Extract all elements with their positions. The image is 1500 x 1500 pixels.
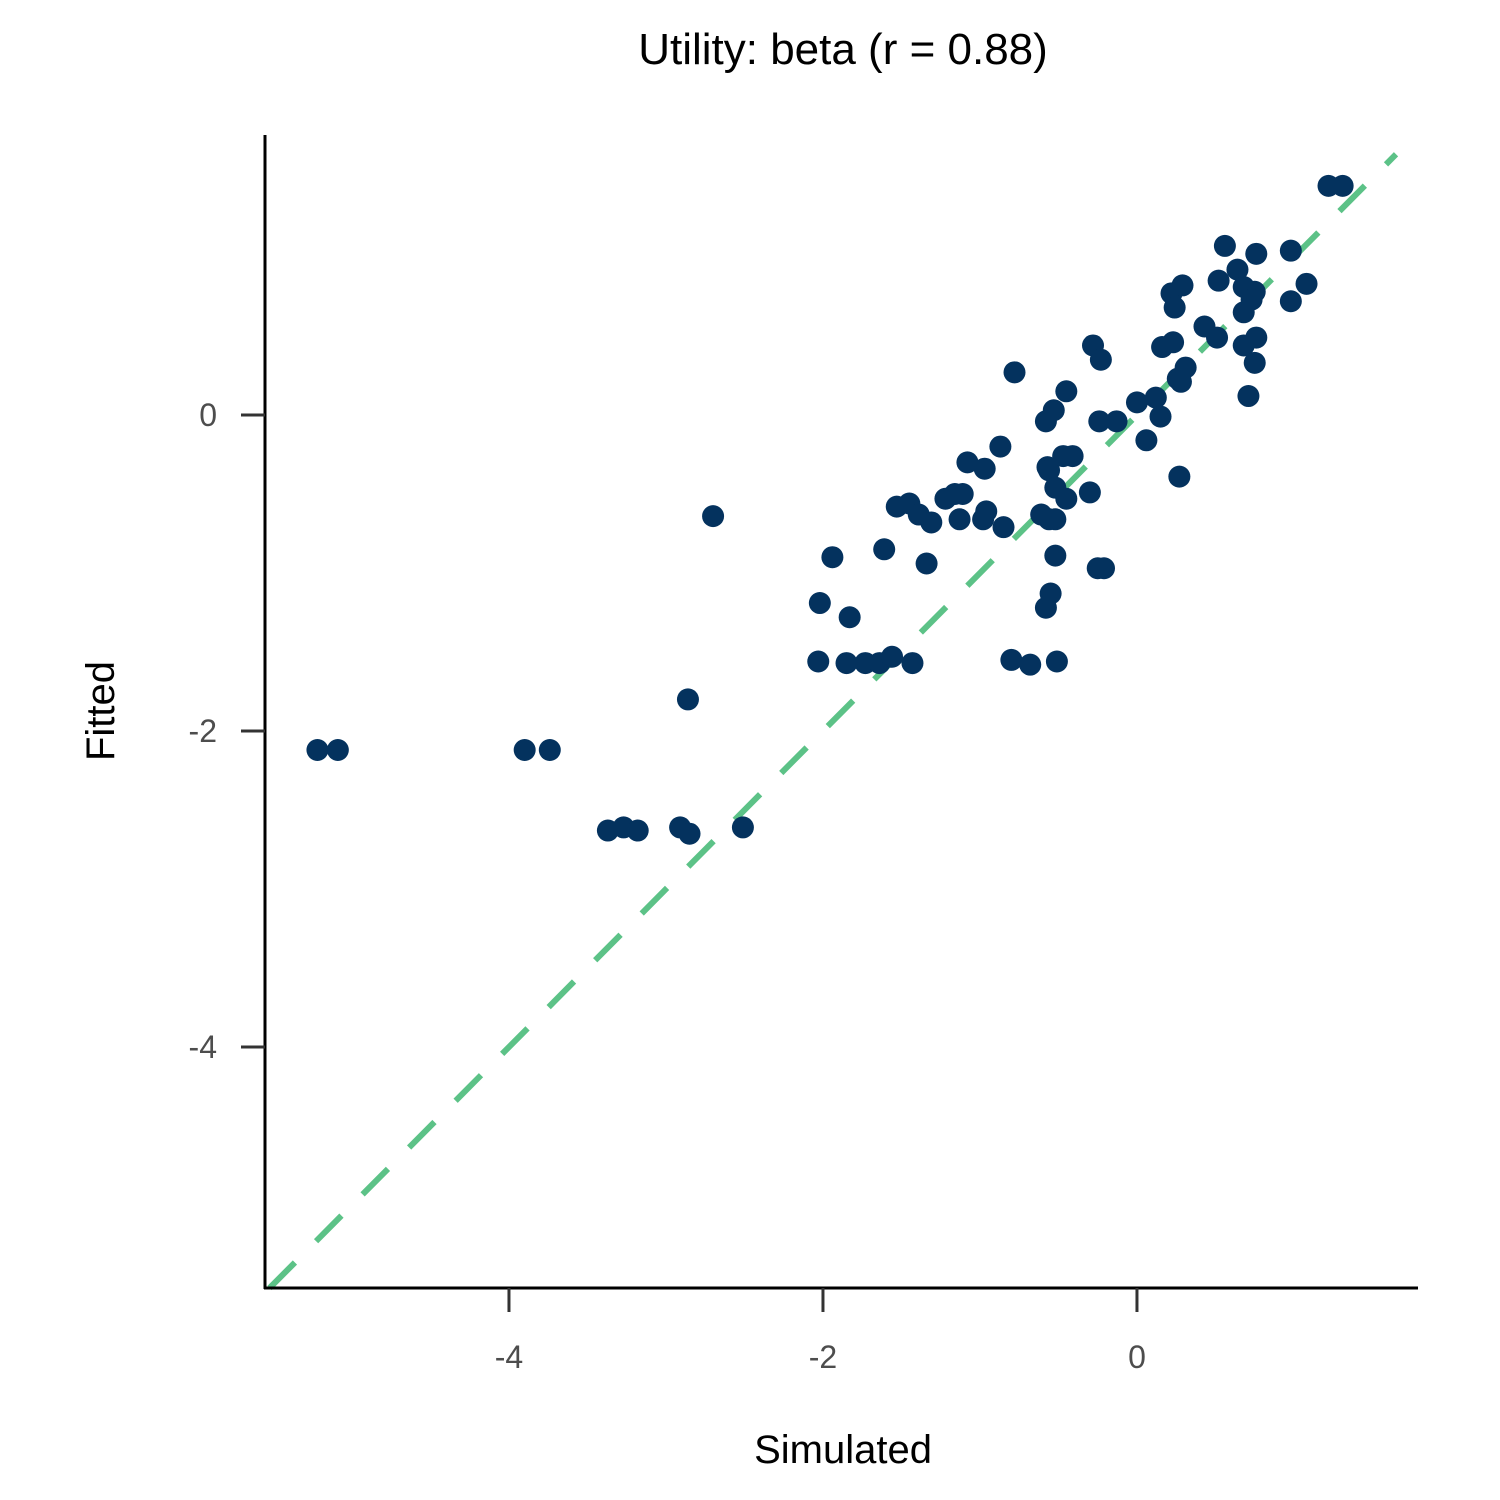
data-point [835,652,858,675]
data-point [989,435,1012,458]
data-point [1331,174,1354,197]
data-point [1019,653,1042,676]
data-point [1038,459,1061,482]
data-point [915,552,938,575]
data-point [1207,269,1230,292]
x-ticks: -4 -2 0 [495,1288,1146,1375]
y-tick-label: 0 [199,397,217,433]
data-point [1088,410,1111,433]
data-point [1045,650,1068,673]
data-point [1105,410,1128,433]
data-point [1078,481,1101,504]
data-point [873,538,896,561]
data-point [1163,296,1186,319]
data-point [992,516,1015,539]
data-point [1000,648,1023,671]
data-point [1171,274,1194,297]
data-point [1149,405,1172,428]
data-point [538,738,561,761]
data-point [1245,326,1268,349]
data-point [1213,234,1236,257]
data-point [956,451,979,474]
data-point [973,457,996,480]
data-point [731,816,754,839]
data-point [821,546,844,569]
data-point [1144,386,1167,409]
data-point [1162,331,1185,354]
data-point [948,508,971,531]
data-point [1226,258,1249,281]
y-tick-label: -2 [189,713,217,749]
data-point [1279,290,1302,313]
data-point [1089,348,1112,371]
data-point [1174,356,1197,379]
data-point [951,482,974,505]
data-point [1039,582,1062,605]
data-point [1055,380,1078,403]
data-point [1003,361,1026,384]
y-tick-label: -4 [189,1029,217,1065]
data-point [1125,391,1148,414]
data-point [1295,272,1318,295]
data-point [808,592,831,615]
data-point [1168,465,1191,488]
data-point [1206,326,1229,349]
data-point [1237,385,1260,408]
x-axis-title: Simulated [754,1428,932,1472]
data-point [676,688,699,711]
data-point [881,645,904,668]
x-tick-label: 0 [1128,1339,1146,1375]
y-axis-title: Fitted [79,661,123,761]
data-point [1279,239,1302,262]
data-point [838,606,861,629]
x-tick-label: -4 [495,1339,523,1375]
data-point [626,819,649,842]
y-ticks: 0 -2 -4 [189,397,265,1065]
data-point [702,505,725,528]
data-point [326,738,349,761]
data-point [1061,445,1084,468]
data-point [901,652,924,675]
data-point [975,500,998,523]
x-tick-label: -2 [809,1339,837,1375]
data-point [678,822,701,845]
data-point [513,738,536,761]
data-point [1243,351,1266,374]
data-point [1038,508,1061,531]
data-point [920,511,943,534]
data-point [1240,288,1263,311]
data-point [1044,544,1067,567]
points-group [306,174,1354,845]
data-point [306,738,329,761]
reference-line-group [267,152,1399,1291]
data-point [1055,487,1078,510]
data-point [807,650,830,673]
data-point [1245,242,1268,265]
data-point [1093,557,1116,580]
data-point [1135,429,1158,452]
identity-reference-line [267,152,1399,1291]
data-point [1042,399,1065,422]
chart-title: Utility: beta (r = 0.88) [638,25,1048,74]
